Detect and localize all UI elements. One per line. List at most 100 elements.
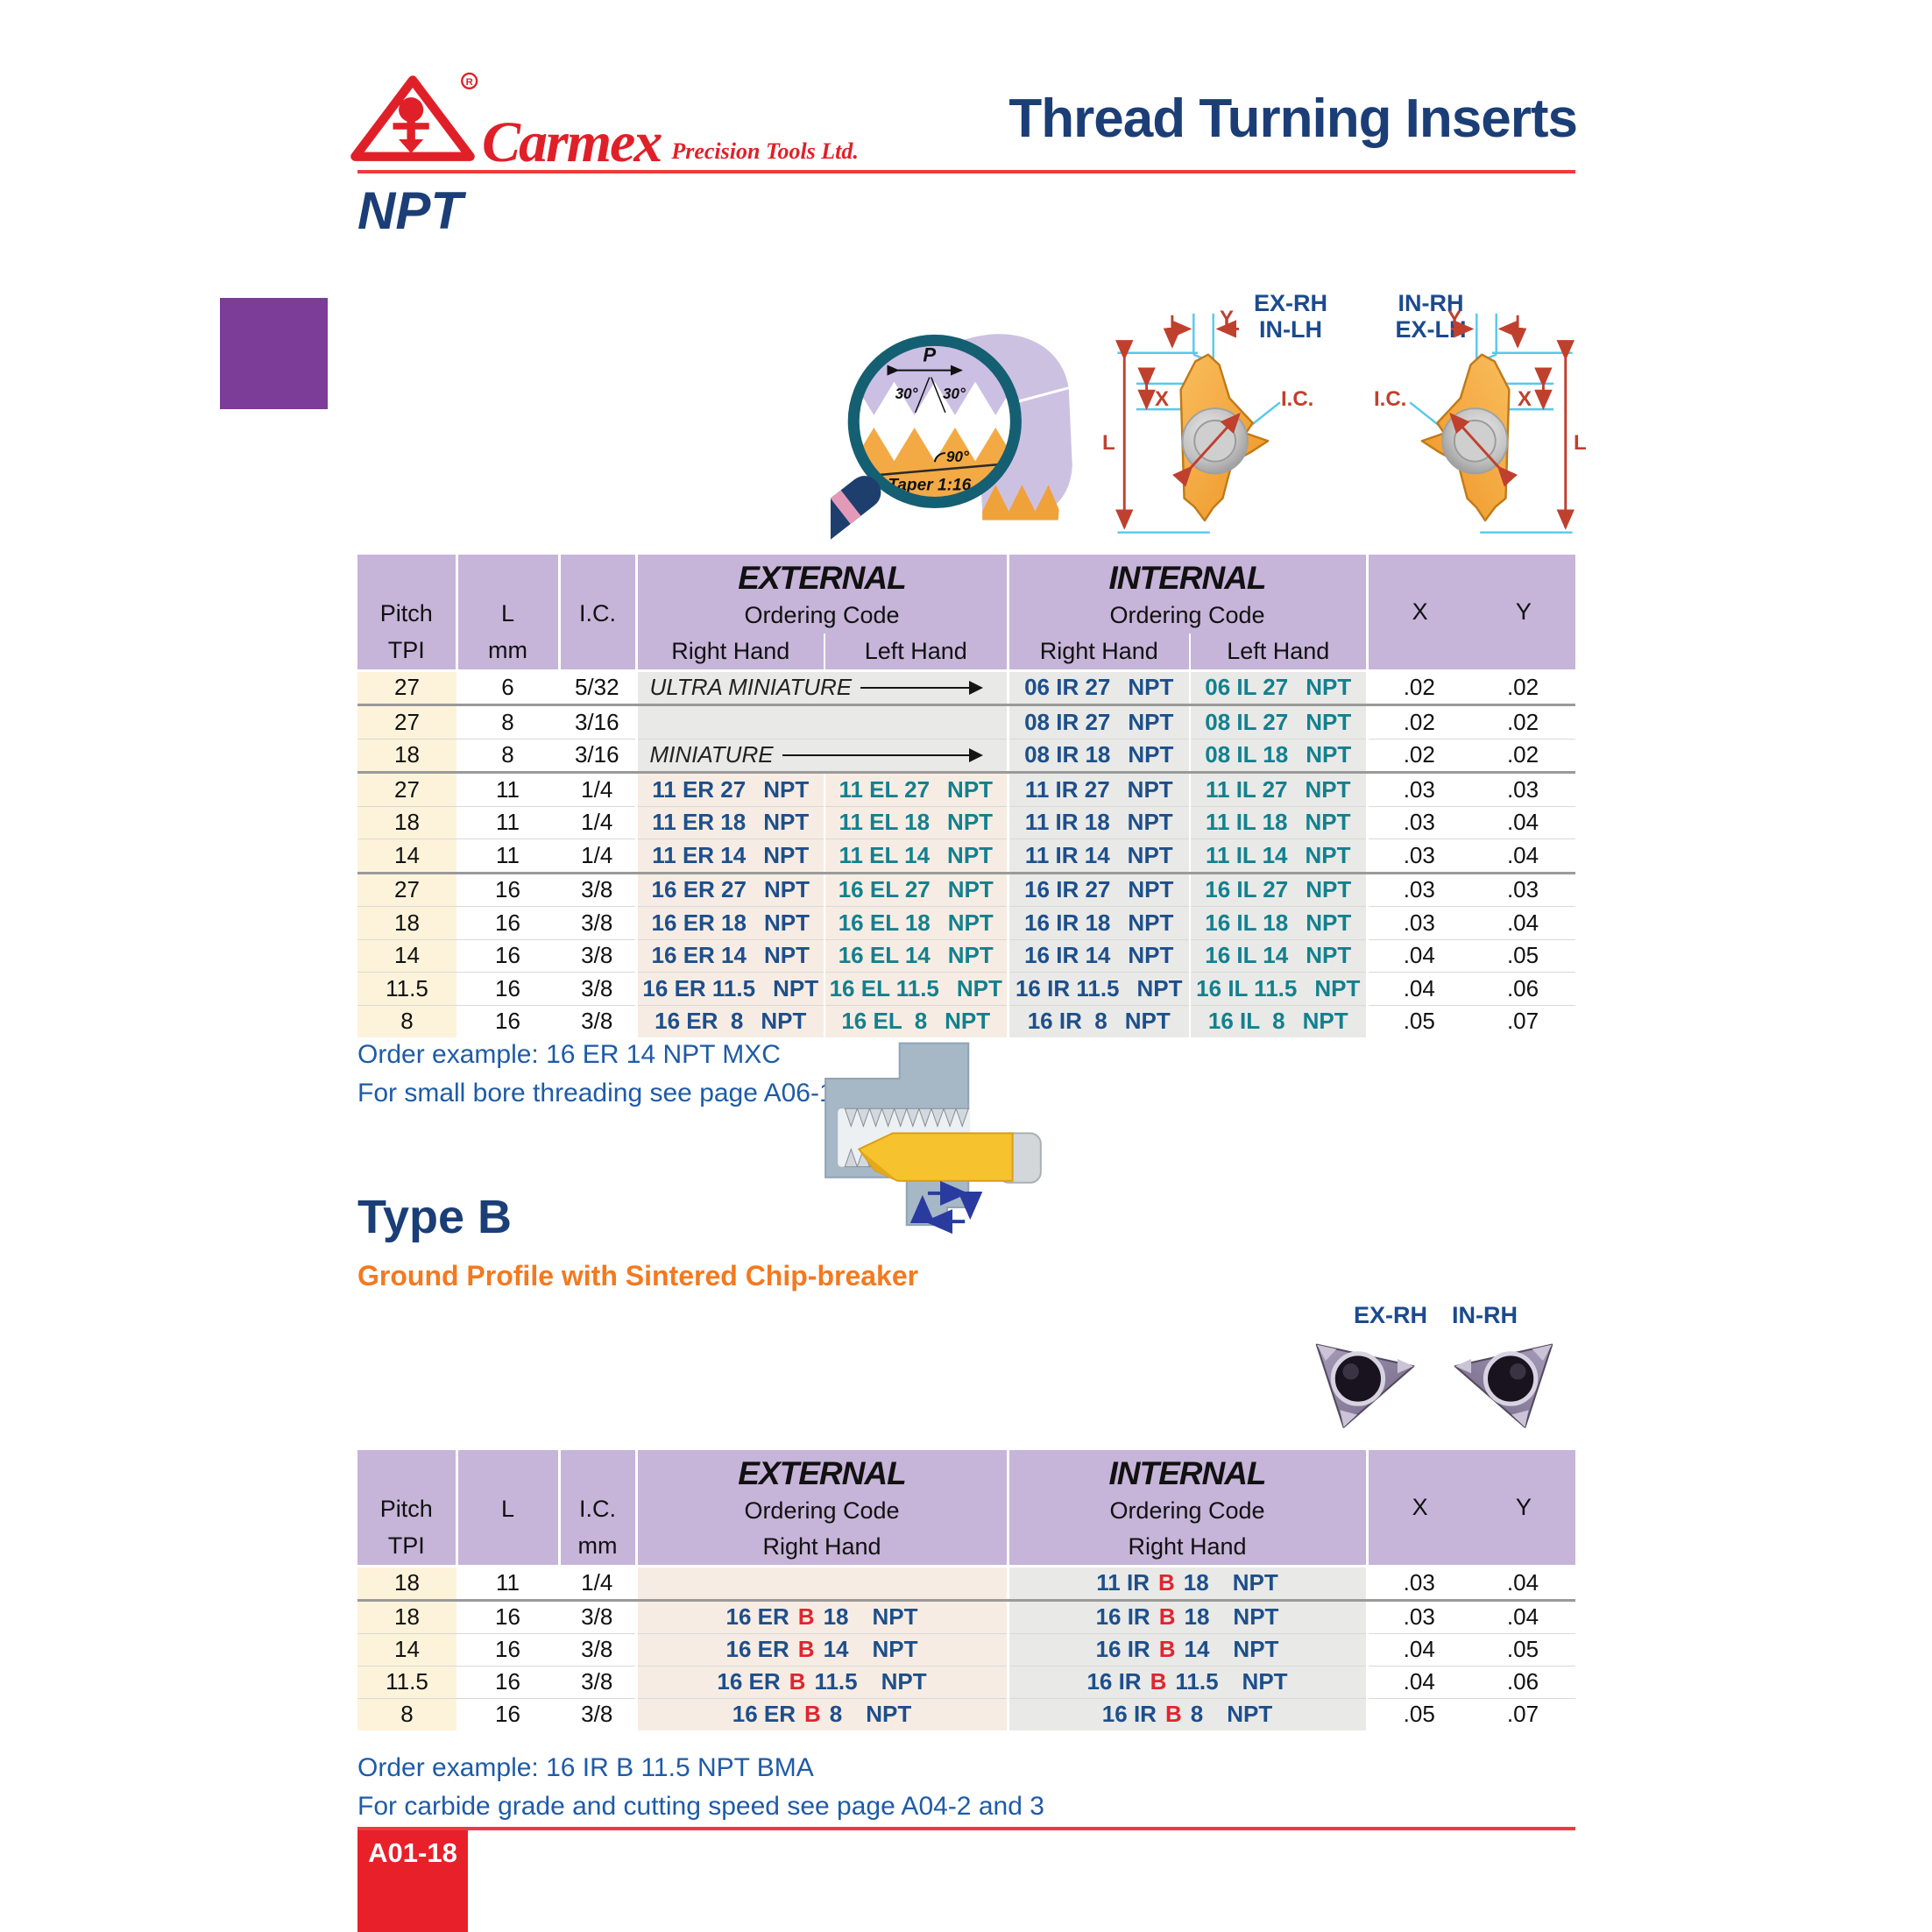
- code-suffix: NPT: [1128, 876, 1174, 903]
- col-header-l: L: [455, 1450, 559, 1568]
- code-suffix: NPT: [1233, 1603, 1279, 1630]
- col-group-internal: INTERNAL: [1006, 555, 1368, 597]
- code-text: 16 IR 8: [1027, 1008, 1108, 1035]
- external-ordering-code-header: Ordering Code: [634, 1492, 1008, 1529]
- code-text: 16 ER: [732, 1701, 796, 1727]
- code-suffix: NPT: [956, 974, 1002, 1001]
- code-suffix: NPT: [763, 775, 810, 803]
- ordering-code-left-hand: 16 IL 11.5 NPT: [1188, 972, 1368, 1006]
- ordering-code-right-hand: 16 IR B 8 NPT: [1006, 1698, 1367, 1730]
- y-value-cell: .05: [1470, 939, 1576, 973]
- code-suffix: NPT: [1128, 942, 1174, 969]
- x-value-cell: .02: [1365, 670, 1471, 706]
- col-header-pitch: Pitch TPI: [357, 555, 456, 672]
- table-body: 18 11 1/4 11 IR B 18 NPT .03.04 18 16 3/8 16 ER B 18 N…: [357, 1566, 1575, 1730]
- code-text: 11 EL 27: [839, 775, 931, 803]
- reference-line: For carbide grade and cutting speed see …: [357, 1791, 1044, 1821]
- code-suffix: NPT: [947, 775, 994, 803]
- ordering-code-left-hand: 08 IL 18 NPT: [1188, 739, 1368, 774]
- table-row: 18 8 3/16 MINIATURE 08 IR 18 NPT 08 IL 18 NPT .0…: [357, 739, 1576, 774]
- code-b-marker: B: [1164, 1701, 1182, 1727]
- code-b-marker: B: [804, 1701, 821, 1727]
- code-suffix: NPT: [947, 876, 994, 903]
- ordering-code-left-hand: 16 EL 14 NPT: [824, 939, 1008, 973]
- ic-cell: 5/32: [559, 670, 636, 706]
- y-value-cell: .05: [1470, 1633, 1575, 1667]
- insert-dimension-diagram-icon: [1097, 308, 1593, 556]
- length-cell: 16: [456, 972, 559, 1006]
- miniature-label-wrap: MINIATURE: [638, 741, 1007, 768]
- label-in-lh: IN-LH: [1259, 315, 1322, 343]
- y-value-cell: .02: [1470, 704, 1576, 740]
- code-suffix: NPT: [1127, 841, 1173, 868]
- code-text: 16 IR 27: [1024, 876, 1111, 903]
- code-suffix: NPT: [1305, 809, 1351, 836]
- photo-label-in-rh: IN-RH: [1452, 1302, 1518, 1328]
- internal-right-hand-header: Right Hand: [1006, 633, 1190, 672]
- carmex-logo-icon: R: [350, 72, 478, 161]
- pitch-cell: 27: [357, 704, 456, 740]
- code-text: 11.5: [814, 1668, 858, 1695]
- ordering-code-left-hand: 16 EL 27 NPT: [824, 873, 1008, 907]
- table-body: 27 6 5/32 ULTRA MINIATURE 06 IR 27 NPT 06 IL 2…: [357, 670, 1576, 1037]
- code-suffix: NPT: [1128, 674, 1174, 701]
- code-text: 14: [1184, 1636, 1210, 1662]
- ordering-code-right-hand: 16 IR 11.5 NPT: [1006, 972, 1190, 1006]
- code-suffix: NPT: [1306, 909, 1352, 936]
- ic-cell: 3/8: [559, 972, 636, 1006]
- code-text: 16 IL 27: [1205, 876, 1289, 903]
- code-text: 11 IR: [1096, 1569, 1150, 1596]
- pitch-cell: 11.5: [357, 972, 456, 1006]
- ordering-code-left-hand: 11 EL 14 NPT: [824, 839, 1008, 874]
- code-b-marker: B: [1150, 1668, 1167, 1695]
- x-value-cell: .04: [1365, 1666, 1470, 1699]
- code-text: 18: [823, 1603, 849, 1630]
- code-text: 14: [823, 1636, 849, 1662]
- code-suffix: NPT: [1306, 942, 1352, 969]
- code-text: 16 ER 27: [651, 876, 747, 903]
- ordering-code-right-hand: 16 IR B 14 NPT: [1006, 1633, 1367, 1667]
- ordering-code-right-hand: 11 IR 18 NPT: [1006, 806, 1190, 839]
- ic-cell: 1/4: [559, 772, 636, 807]
- ordering-code-left-hand: 16 IL 14 NPT: [1188, 939, 1368, 973]
- code-text: 08 IL 18: [1205, 741, 1289, 768]
- diagram-label-left: EX-RH IN-LH: [1234, 290, 1348, 343]
- code-b-marker: B: [797, 1636, 815, 1662]
- pitch-cell: 18: [357, 906, 456, 940]
- insert-photo-in-rh: [1447, 1321, 1565, 1433]
- ordering-code-right-hand: [634, 1566, 1008, 1602]
- pitch-cell: 27: [357, 772, 456, 807]
- code-suffix: NPT: [947, 809, 994, 836]
- code-text: 16 ER: [725, 1636, 789, 1662]
- dim-ic-label: I.C.: [1374, 387, 1407, 411]
- dim-ic-label: I.C.: [1281, 387, 1314, 411]
- ordering-code-right-hand: 11 ER 27 NPT: [634, 772, 824, 807]
- ordering-code-left-hand: 16 IL 18 NPT: [1188, 906, 1368, 940]
- code-text: 8: [829, 1701, 843, 1727]
- ordering-code-right-hand: 16 ER B 14 NPT: [634, 1633, 1008, 1667]
- pitch-cell: 11.5: [357, 1666, 456, 1699]
- code-text: 11 IL 18: [1206, 809, 1288, 836]
- y-value-cell: .06: [1470, 1666, 1575, 1699]
- col-header-ic: I.C.: [557, 555, 636, 672]
- ordering-code-right-hand: 16 IR 18 NPT: [1006, 906, 1190, 940]
- ic-cell: 3/8: [559, 873, 636, 907]
- code-suffix: NPT: [1227, 1701, 1273, 1727]
- code-suffix: NPT: [1305, 775, 1351, 803]
- ordering-code-right-hand: 16 ER B 11.5 NPT: [634, 1666, 1008, 1699]
- code-text: 11 IR 18: [1024, 809, 1110, 836]
- small-bore-reference-line: For small bore threading see page A06-16: [357, 1078, 849, 1108]
- ordering-code-right-hand: 16 IR B 18 NPT: [1006, 1600, 1367, 1634]
- code-b-marker: B: [1158, 1636, 1176, 1662]
- ic-cell: 3/8: [559, 1633, 636, 1667]
- y-value-cell: .04: [1470, 1566, 1575, 1602]
- ordering-code-right-hand: 06 IR 27 NPT: [1006, 670, 1190, 706]
- table-row: 27 8 3/16 08 IR 27 NPT 08 IL 27 NPT .02.02: [357, 704, 1576, 740]
- header-rule: [357, 170, 1575, 173]
- code-text: 06 IR 27: [1024, 674, 1111, 701]
- angle-left-label: 30°: [895, 386, 918, 402]
- table-row: 27 6 5/32 ULTRA MINIATURE 06 IR 27 NPT 06 IL 2…: [357, 670, 1576, 706]
- size-class-label: MINIATURE: [649, 741, 774, 768]
